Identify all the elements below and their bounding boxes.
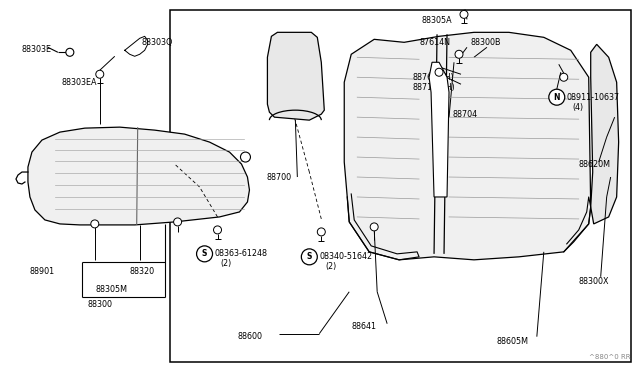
Text: 08340-51642: 08340-51642 [319, 252, 372, 262]
Text: 88715(RH): 88715(RH) [412, 83, 455, 92]
Text: 88700: 88700 [266, 173, 292, 182]
Text: (2): (2) [325, 262, 337, 271]
Text: 88605M: 88605M [497, 337, 529, 346]
Text: 88901: 88901 [30, 267, 55, 276]
Text: 88300: 88300 [88, 300, 113, 309]
Text: 88600: 88600 [237, 332, 262, 341]
Text: 08911-10637: 08911-10637 [567, 93, 620, 102]
Circle shape [317, 228, 325, 236]
Text: 88303Q: 88303Q [141, 38, 173, 47]
Text: 08363-61248: 08363-61248 [214, 249, 268, 258]
Bar [170, 10, 630, 362]
Polygon shape [268, 32, 324, 120]
Text: ^880^0 RR: ^880^0 RR [589, 354, 630, 360]
Circle shape [91, 220, 99, 228]
Text: 88765(LH): 88765(LH) [412, 73, 454, 82]
Circle shape [548, 89, 564, 105]
Circle shape [455, 50, 463, 58]
Polygon shape [429, 62, 449, 197]
Text: 88303EA: 88303EA [62, 78, 97, 87]
Text: 88303E: 88303E [22, 45, 52, 54]
Circle shape [66, 48, 74, 56]
Circle shape [241, 152, 250, 162]
Text: 88320: 88320 [130, 267, 155, 276]
Circle shape [301, 249, 317, 265]
Text: 88305A: 88305A [421, 16, 452, 25]
Circle shape [96, 70, 104, 78]
Text: (2): (2) [221, 259, 232, 268]
Text: 88305M: 88305M [96, 285, 128, 294]
Circle shape [173, 218, 182, 226]
Text: 88641: 88641 [351, 322, 376, 331]
Text: S: S [307, 252, 312, 262]
Circle shape [460, 10, 468, 18]
Text: 88704: 88704 [452, 110, 477, 119]
Polygon shape [344, 32, 591, 260]
Text: (4): (4) [573, 103, 584, 112]
Circle shape [370, 223, 378, 231]
Circle shape [196, 246, 212, 262]
Circle shape [435, 68, 443, 76]
Circle shape [560, 73, 568, 81]
Text: N: N [554, 93, 560, 102]
Text: S: S [202, 249, 207, 258]
Polygon shape [28, 127, 250, 225]
Circle shape [214, 226, 221, 234]
Text: 88620M: 88620M [579, 160, 611, 169]
Text: 87614N: 87614N [419, 38, 450, 47]
Text: 88300B: 88300B [471, 38, 502, 47]
Text: 88300X: 88300X [579, 277, 609, 286]
Polygon shape [591, 44, 619, 224]
